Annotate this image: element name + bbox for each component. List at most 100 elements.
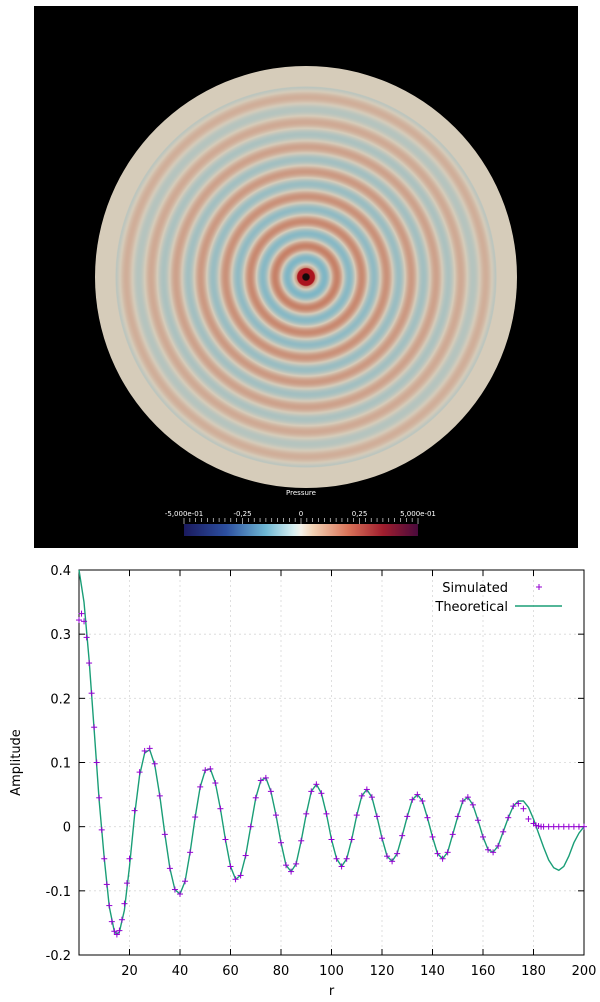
series-simulated-points [76,610,587,938]
simulated-point [343,855,350,862]
simulated-point [78,610,85,617]
simulated-point [399,832,406,839]
simulated-point [449,831,456,838]
simulated-point [242,852,249,859]
simulated-point [459,798,466,804]
y-axis-ticks: -0.2 -0.1 0 0.1 0.2 0.3 0.4 [46,564,584,964]
legend: Simulated Theoretical [434,581,562,615]
simulated-point [91,724,98,731]
simulated-point [93,759,100,766]
simulated-point [510,803,517,810]
simulated-point [570,823,577,830]
simulated-point [123,880,130,887]
simulated-point [560,823,567,830]
simulated-point [550,823,557,830]
x-tick-label: 40 [172,964,189,979]
x-axis-ticks: 20 40 60 80 100 120 140 160 180 200 [121,570,596,979]
pressure-disk [95,66,517,488]
simulated-point [262,774,269,781]
simulated-point [141,747,148,754]
simulated-point [212,780,219,787]
simulated-point [414,791,421,798]
simulated-point [136,769,143,776]
simulated-point [113,931,120,938]
amplitude-plot-svg: 20 40 60 80 100 120 140 160 180 200 -0.2 -0.1 0 0.1 0… [9,564,596,999]
simulated-point [545,823,552,830]
simulated-point [83,634,90,641]
simulated-point [278,839,284,846]
simulated-point [283,862,290,869]
x-axis-label: r [329,984,335,999]
y-tick-label: 0 [63,821,71,836]
simulated-point [146,745,153,752]
simulated-point [333,855,340,862]
simulated-point [575,823,582,830]
colorbar-tick-label: -0,25 [233,510,251,518]
simulated-point [76,617,82,624]
y-tick-label: 0.3 [50,628,71,643]
x-tick-label: 140 [420,964,445,979]
simulated-point [515,800,522,807]
simulated-point [182,878,189,885]
simulated-point [161,831,168,838]
x-tick-label: 200 [572,964,597,979]
simulated-point [252,794,259,801]
simulated-point [384,853,391,860]
simulated-point [151,760,158,767]
simulated-point [358,792,365,799]
simulated-point [171,886,178,893]
simulated-point [81,618,88,625]
simulated-point [485,846,492,853]
simulated-point [520,805,527,812]
simulated-point [490,849,497,856]
simulated-point [103,881,110,888]
simulated-point [434,850,441,857]
simulated-point [166,865,173,872]
simulated-point [348,836,355,843]
simulated-point [480,833,486,840]
simulated-point [424,814,431,821]
simulated-point [353,812,360,819]
simulated-point [298,837,305,844]
simulated-point [227,863,234,870]
colorbar-tick-marks [183,518,419,524]
x-tick-label: 100 [319,964,344,979]
series-theoretical-line [78,569,585,936]
simulated-point [88,690,95,697]
simulated-point [454,813,461,820]
simulated-point [368,794,375,801]
simulated-point [108,918,115,925]
simulated-point [257,777,264,784]
simulated-point [313,781,320,788]
simulated-point [373,813,380,820]
colorbar-tick-label: 0 [299,510,303,518]
simulated-point [379,835,385,842]
amplitude-plot: 20 40 60 80 100 120 140 160 180 200 -0.2 -0.1 0 0.1 0… [0,556,600,1002]
x-tick-label: 160 [471,964,496,979]
simulated-point [525,815,532,822]
simulated-point [565,823,572,830]
simulated-point [495,842,502,849]
simulated-point [500,828,507,835]
legend-entry-simulated: Simulated [442,581,508,596]
legend-entry-theoretical: Theoretical [434,600,508,615]
y-tick-label: 0.2 [50,692,71,707]
simulated-point [272,812,279,819]
simulated-point [419,798,426,804]
simulated-point [328,836,335,843]
x-tick-label: 80 [273,964,290,979]
y-tick-label: -0.1 [46,885,71,900]
simulated-point [318,790,325,797]
simulated-point [267,788,274,795]
simulated-point [96,794,103,801]
simulated-point [237,872,244,879]
x-tick-label: 120 [370,964,395,979]
simulated-point [535,823,542,830]
simulated-point [308,788,315,795]
simulated-point [288,868,295,875]
simulated-point [293,860,300,867]
simulated-point [404,813,411,820]
y-tick-label: 0.4 [50,564,71,579]
y-tick-label: -0.2 [46,949,71,964]
simulated-point [540,823,547,830]
